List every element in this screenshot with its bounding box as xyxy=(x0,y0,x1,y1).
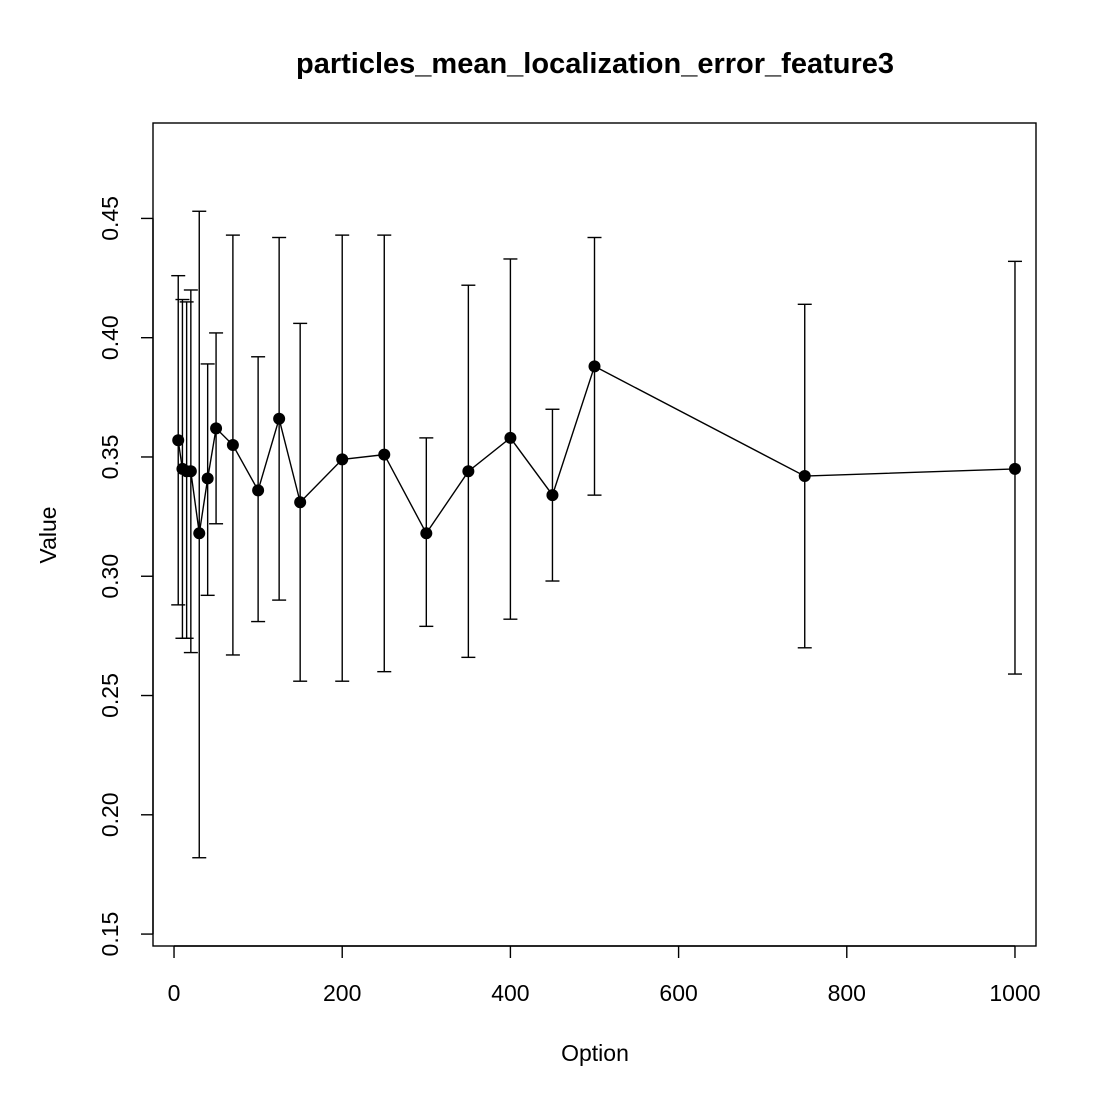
data-point xyxy=(210,422,223,435)
y-tick-label: 0.25 xyxy=(97,673,123,718)
y-tick-label: 0.35 xyxy=(97,435,123,480)
data-point xyxy=(252,484,265,497)
x-tick-label: 1000 xyxy=(989,980,1040,1006)
data-point xyxy=(226,439,239,452)
y-tick-label: 0.15 xyxy=(97,912,123,957)
data-point xyxy=(588,360,601,373)
x-tick-label: 200 xyxy=(323,980,361,1006)
data-point xyxy=(1008,462,1021,475)
y-tick-label: 0.45 xyxy=(97,196,123,241)
x-tick-label: 0 xyxy=(168,980,181,1006)
data-point xyxy=(273,412,286,425)
data-point xyxy=(336,453,349,466)
data-point xyxy=(184,465,197,478)
x-axis-label: Option xyxy=(561,1040,629,1066)
x-axis: 0 200 400 600 800 1000 xyxy=(168,945,1041,1006)
x-tick-label: 600 xyxy=(659,980,697,1006)
data-point xyxy=(201,472,214,485)
x-tick-label: 400 xyxy=(491,980,529,1006)
y-tick-label: 0.40 xyxy=(97,315,123,360)
data-point xyxy=(504,431,517,444)
y-tick-label: 0.20 xyxy=(97,792,123,837)
data-point xyxy=(193,527,206,540)
y-tick-label: 0.30 xyxy=(97,554,123,599)
y-axis-label: Value xyxy=(35,506,61,563)
series-line xyxy=(177,365,1016,535)
x-tick-label: 800 xyxy=(828,980,866,1006)
data-series xyxy=(171,210,1022,859)
data-point xyxy=(378,448,391,461)
y-axis: 0.15 0.20 0.25 0.30 0.35 0.40 0.45 xyxy=(97,196,154,957)
data-point xyxy=(420,527,433,540)
data-point xyxy=(798,470,811,483)
data-point xyxy=(172,434,185,447)
data-point xyxy=(546,489,559,502)
chart-title: particles_mean_localization_error_featur… xyxy=(296,48,894,80)
data-point xyxy=(294,496,307,509)
data-point xyxy=(462,465,475,478)
